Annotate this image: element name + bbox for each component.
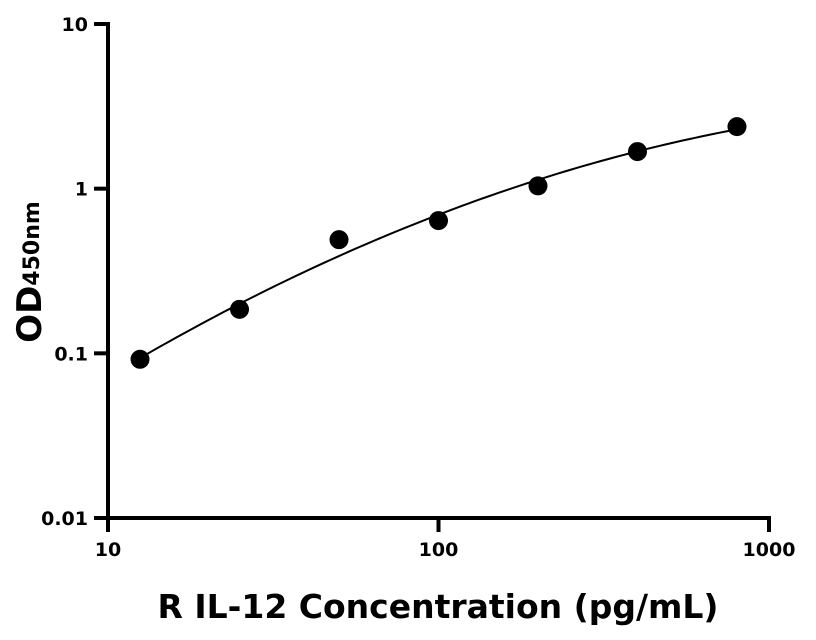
x-tick-label: 10: [95, 539, 121, 561]
data-point: [727, 117, 747, 137]
y-axis-title: OD450nm: [10, 201, 50, 343]
data-point: [429, 211, 448, 231]
data-point: [230, 299, 250, 319]
x-tick-label: 100: [419, 539, 459, 561]
y-ticks: 0.01 0.1 1 10: [41, 14, 108, 530]
y-axis-title-main: OD: [10, 286, 50, 343]
y-tick-label: 0.1: [54, 343, 88, 365]
plot-area: [130, 117, 747, 369]
x-ticks: 10 100 1000: [95, 518, 796, 561]
data-point: [329, 230, 349, 250]
x-axis-title: R IL-12 Concentration (pg/mL): [157, 587, 718, 626]
y-axis-title-sub: 450nm: [20, 201, 45, 286]
x-axis: 10 100 1000: [95, 516, 796, 561]
y-tick-label: 0.01: [41, 508, 88, 530]
data-point: [528, 176, 548, 196]
data-points: [130, 117, 747, 369]
y-tick-label: 1: [75, 179, 88, 201]
y-tick-label: 10: [62, 14, 88, 36]
x-tick-label: 1000: [743, 539, 796, 561]
y-axis: 0.01 0.1 1 10: [41, 14, 110, 530]
data-point: [130, 349, 150, 369]
data-point: [627, 142, 647, 162]
fit-curve: [139, 128, 738, 359]
